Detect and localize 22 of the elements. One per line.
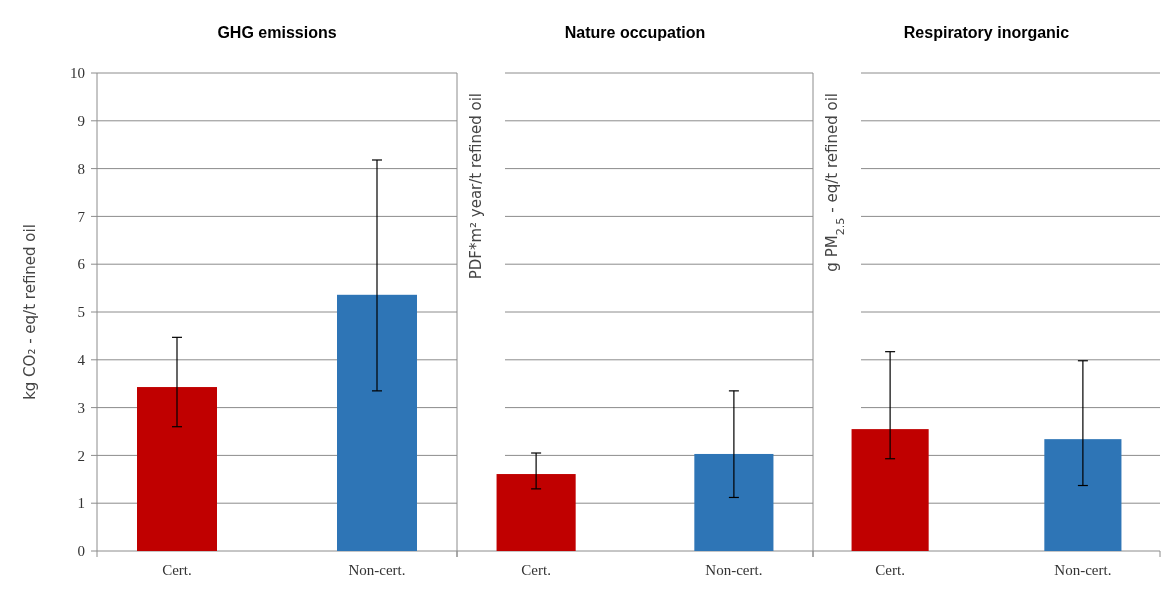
- y-tick-label: 1: [77, 495, 85, 512]
- y-tick-label: 9: [77, 113, 85, 130]
- y-axis-title: PDF*m² year/t refined oil: [467, 93, 485, 280]
- y-axis-title: kg CO₂ - eq/t refined oil: [21, 224, 39, 400]
- y-tick-label: 8: [77, 160, 85, 177]
- chart-title: Nature occupation: [564, 24, 706, 41]
- y-tick-label: 0: [77, 543, 85, 560]
- y-tick-label: 4: [77, 352, 86, 369]
- y-tick-label: 6: [77, 256, 86, 273]
- y-tick-label: 7: [77, 208, 86, 225]
- x-tick-label: Cert.: [875, 562, 905, 578]
- x-tick-label: Non-cert.: [705, 562, 763, 578]
- chart-title: GHG emissions: [217, 24, 337, 41]
- chart-title: Respiratory inorganic: [903, 24, 1070, 41]
- y-tick-label: 10: [70, 65, 85, 82]
- y-tick-label: 5: [77, 304, 85, 321]
- x-tick-label: Non-cert.: [348, 562, 406, 578]
- x-tick-label: Cert.: [521, 562, 551, 578]
- x-tick-label: Cert.: [162, 562, 192, 578]
- x-tick-label: Non-cert.: [1054, 562, 1112, 578]
- y-tick-label: 2: [77, 447, 85, 464]
- y-tick-label: 3: [77, 399, 85, 416]
